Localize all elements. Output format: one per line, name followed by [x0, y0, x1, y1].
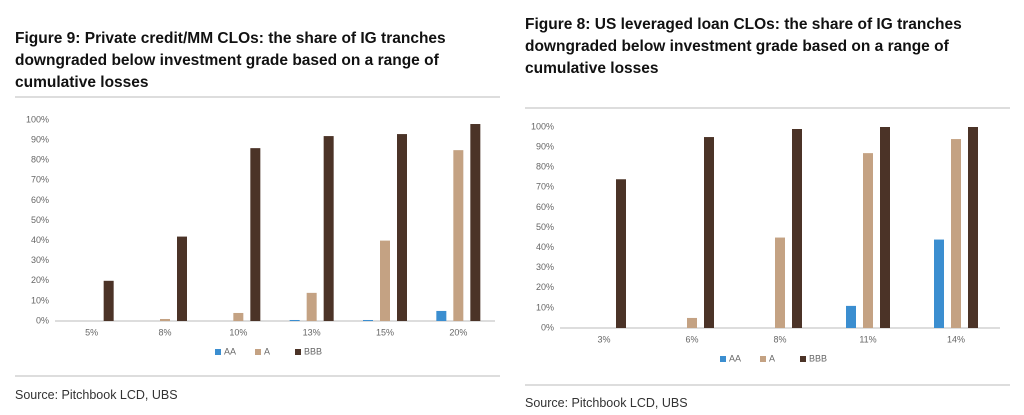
legend-swatch — [800, 356, 806, 362]
bar — [951, 139, 961, 328]
bar — [616, 179, 626, 328]
y-tick-label: 0% — [36, 315, 49, 325]
bar — [363, 319, 373, 321]
y-tick-label: 20% — [31, 275, 49, 285]
y-tick-label: 90% — [536, 141, 554, 151]
y-tick-label: 60% — [536, 202, 554, 212]
x-tick-label: 11% — [859, 334, 876, 344]
y-tick-label: 70% — [31, 175, 49, 185]
bar — [103, 280, 114, 321]
bar — [160, 318, 170, 321]
legend-label: BBB — [809, 353, 827, 363]
y-tick-label: 90% — [31, 134, 49, 144]
bar — [233, 312, 244, 321]
legend-swatch — [215, 349, 221, 355]
legend-label: A — [264, 346, 270, 356]
bar — [436, 310, 447, 321]
x-tick-label: 6% — [685, 334, 698, 344]
y-tick-label: 0% — [541, 322, 554, 332]
legend-label: AA — [224, 346, 236, 356]
legend-swatch — [760, 356, 766, 362]
y-tick-label: 60% — [31, 195, 49, 205]
y-tick-label: 100% — [531, 121, 554, 131]
bar — [775, 237, 785, 328]
y-tick-label: 40% — [536, 242, 554, 252]
bar — [250, 148, 261, 321]
x-tick-label: 5% — [85, 327, 98, 337]
y-tick-label: 30% — [31, 255, 49, 265]
x-tick-label: 14% — [947, 334, 965, 344]
y-tick-label: 80% — [31, 155, 49, 165]
bar — [470, 124, 481, 322]
legend-label: AA — [729, 353, 741, 363]
bar — [934, 239, 944, 328]
y-tick-label: 40% — [31, 235, 49, 245]
bar — [177, 236, 187, 321]
bar — [687, 317, 697, 328]
bar — [397, 134, 407, 321]
x-tick-label: 10% — [229, 327, 247, 337]
bar — [792, 129, 802, 328]
bar — [323, 136, 334, 321]
x-tick-label: 3% — [597, 334, 610, 344]
y-tick-label: 70% — [536, 182, 554, 192]
y-tick-label: 10% — [31, 295, 49, 305]
y-tick-label: 80% — [536, 162, 554, 172]
legend-swatch — [720, 356, 726, 362]
bar — [863, 153, 873, 328]
bar — [880, 127, 890, 328]
bar — [846, 305, 856, 328]
x-tick-label: 20% — [449, 327, 467, 337]
source: Source: Pitchbook LCD, UBS — [525, 396, 688, 410]
legend-label: BBB — [304, 346, 322, 356]
x-tick-label: 15% — [376, 327, 394, 337]
chart-title: Figure 8: US leveraged loan CLOs: the sh… — [525, 16, 962, 77]
bar — [968, 127, 978, 328]
bar — [453, 150, 464, 321]
bar — [380, 240, 390, 321]
bar — [289, 319, 300, 321]
legend-swatch — [255, 349, 261, 355]
y-tick-label: 30% — [536, 262, 554, 272]
x-tick-label: 8% — [773, 334, 786, 344]
x-tick-label: 8% — [158, 327, 171, 337]
y-tick-label: 100% — [26, 114, 49, 124]
legend-swatch — [295, 349, 301, 355]
y-tick-label: 50% — [536, 222, 554, 232]
source: Source: Pitchbook LCD, UBS — [15, 388, 178, 402]
y-tick-label: 10% — [536, 302, 554, 312]
bar — [704, 137, 714, 328]
x-tick-label: 13% — [303, 327, 321, 337]
legend-label: A — [769, 353, 775, 363]
bar — [306, 292, 317, 321]
chart-title: Figure 9: Private credit/MM CLOs: the sh… — [15, 30, 446, 91]
y-tick-label: 20% — [536, 282, 554, 292]
y-tick-label: 50% — [31, 215, 49, 225]
